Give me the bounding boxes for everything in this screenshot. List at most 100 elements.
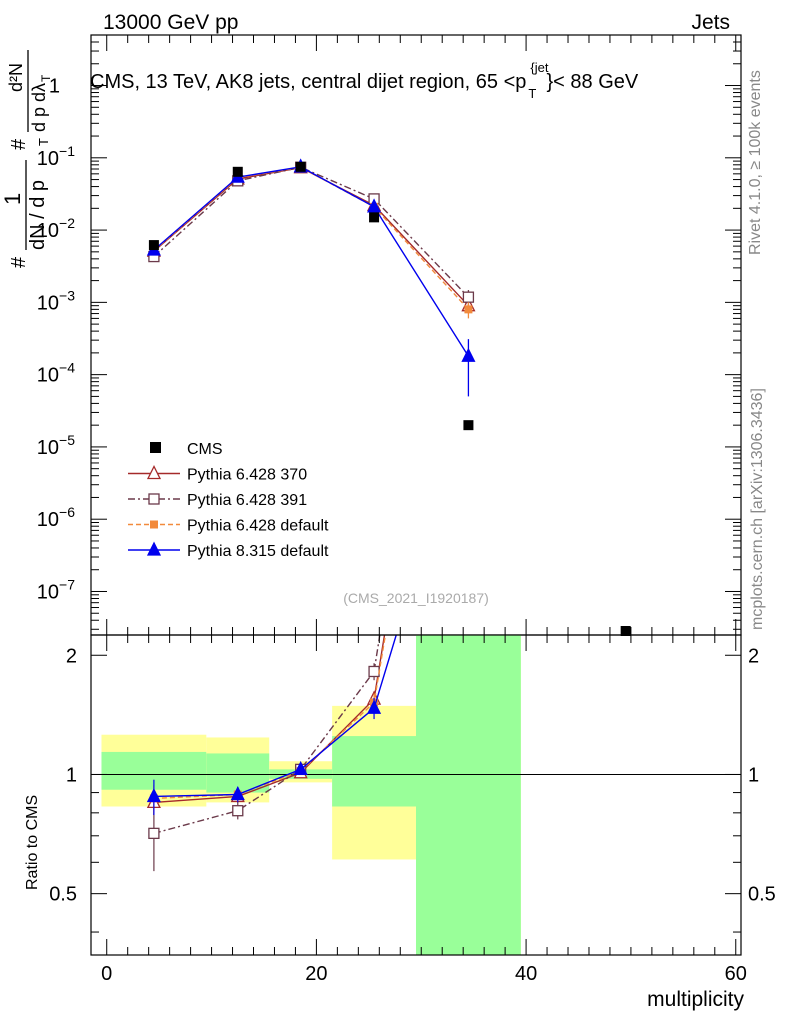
y-tick-label-exponent: −5	[59, 432, 75, 448]
y-tick-label-base: 10	[37, 292, 59, 314]
y-tick-label-base: 10	[37, 581, 59, 603]
y-tick-label-base: 10	[37, 509, 59, 531]
y-label-left-subscript: T	[36, 138, 51, 146]
ratio-y-tick-label-right: 1	[748, 764, 759, 786]
series-marker	[464, 305, 473, 314]
series-marker	[461, 347, 476, 362]
y-tick-label: 10−7	[37, 576, 75, 603]
ratio-y-tick-label: 2	[66, 645, 77, 667]
y-tick-label: 10−5	[37, 432, 75, 459]
legend-label: Pythia 6.428 default	[187, 518, 329, 535]
y-tick-label-exponent: −6	[59, 504, 75, 520]
ratio-y-tick-label: 0.5	[49, 884, 77, 906]
ratio-marker	[230, 786, 245, 801]
cms-data-marker	[232, 166, 243, 177]
cms-data-marker	[295, 161, 306, 172]
x-tick-label: 20	[305, 963, 327, 985]
y-tick-label: 10−1	[37, 143, 75, 170]
series-marker	[462, 291, 475, 303]
ratio-y-axis-label: Ratio to CMS	[24, 795, 41, 890]
cms-data-marker	[620, 626, 631, 636]
y-tick-label: 10−2	[37, 215, 75, 242]
y-tick-label: 10−4	[37, 360, 75, 387]
ratio-marker	[367, 699, 382, 714]
y-label-right-numerator: d²N	[6, 63, 26, 92]
main-axis-ticks	[91, 34, 741, 635]
y-tick-label-exponent: −4	[59, 360, 75, 376]
legend-marker	[146, 465, 162, 480]
ratio-y-tick-label-right: 2	[748, 645, 759, 667]
y-tick-label-base: 10	[37, 220, 59, 242]
ratio-y-tick-label-right: 0.5	[748, 884, 776, 906]
y-tick-label-base: 10	[37, 365, 59, 387]
ratio-marker	[462, 113, 474, 125]
y-tick-label-exponent: −1	[59, 143, 75, 159]
energy-label: 13000 GeV pp	[103, 11, 238, 34]
legend-marker	[150, 520, 158, 529]
y-tick-label-base: 10	[37, 437, 59, 459]
y-label-left-denominator: dN / d p	[27, 180, 49, 250]
y-label-right-subscript: T	[39, 74, 53, 82]
legend-cms-label: CMS	[187, 441, 223, 458]
x-tick-labels: 0 20 40 60	[101, 963, 747, 985]
rivet-version-label: Rivet 4.1.0, ≥ 100k events	[747, 70, 764, 255]
legend-marker	[146, 541, 162, 556]
ratio-y-tick-labels: 0.5 0.5 1 1 2 2	[49, 645, 776, 905]
ratio-marker	[368, 665, 380, 678]
main-series-group	[146, 158, 476, 397]
y-label-hash-1: #	[8, 256, 30, 268]
series-line	[153, 166, 469, 310]
ratio-series-group	[146, 113, 474, 872]
legend-label: Pythia 6.428 391	[187, 492, 307, 509]
cms-data-points	[148, 161, 631, 636]
y-tick-label: 10−3	[37, 287, 75, 314]
ratio-marker	[232, 805, 244, 817]
category-label: Jets	[691, 11, 730, 34]
x-tick-label: 60	[725, 963, 747, 985]
y-tick-label: 1	[49, 76, 60, 98]
series-line	[153, 166, 469, 298]
title-end-text: }< 88 GeV	[546, 71, 638, 93]
stat-band-green	[416, 635, 521, 955]
ratio-marker	[464, 136, 472, 144]
y-label-left-numerator: 1	[0, 193, 25, 205]
y-tick-label-exponent: −2	[59, 215, 75, 231]
ratio-marker	[293, 760, 308, 776]
legend: CMS Pythia 6.428 370 Pythia 6.428 391 Pythi…	[128, 441, 329, 560]
plot-title: CMS, 13 TeV, AK8 jets, central dijet reg…	[90, 60, 639, 101]
legend-marker	[148, 493, 160, 505]
legend-label: Pythia 6.428 370	[187, 467, 307, 484]
x-tick-label: 0	[101, 963, 112, 985]
main-y-tick-labels: 10−710−610−510−410−310−210−11	[37, 76, 75, 604]
y-label-right-denominator: d p dλ	[29, 83, 49, 132]
y-tick-label-exponent: −3	[59, 287, 75, 303]
y-tick-label-exponent: −7	[59, 576, 75, 592]
x-axis-label: multiplicity	[647, 988, 744, 1011]
y-tick-label-base: 10	[37, 148, 59, 170]
ratio-axis-ticks	[91, 635, 741, 955]
legend-cms-marker	[150, 442, 161, 453]
x-tick-label: 40	[515, 963, 537, 985]
mcplots-source-label: mcplots.cern.ch [arXiv:1306.3436]	[749, 388, 766, 630]
main-y-axis-label: # 1 dN / d p T # d²N d p dλ T	[0, 50, 53, 268]
ratio-marker	[146, 787, 161, 803]
cms-data-marker	[148, 240, 159, 251]
ratio-marker	[148, 827, 160, 840]
analysis-watermark: (CMS_2021_I1920187)	[343, 590, 489, 606]
main-plot-panel: 10−710−610−510−410−310−210−11	[37, 34, 742, 636]
title-superscript: {jet	[530, 60, 548, 75]
ratio-y-tick-label: 1	[66, 764, 77, 786]
cms-data-marker	[463, 420, 474, 431]
y-label-hash-2: #	[8, 138, 30, 150]
y-tick-label: 10−6	[37, 504, 75, 531]
title-subscript: T	[528, 86, 536, 101]
series-line	[153, 166, 470, 357]
stat-band-green	[332, 736, 416, 807]
cms-uncertainty-bands	[101, 635, 521, 955]
title-main-text: CMS, 13 TeV, AK8 jets, central dijet reg…	[90, 71, 526, 93]
ratio-plot-frame	[90, 634, 742, 956]
cms-data-marker	[369, 212, 380, 223]
legend-label: Pythia 8.315 default	[187, 543, 329, 560]
series-line	[153, 166, 469, 307]
